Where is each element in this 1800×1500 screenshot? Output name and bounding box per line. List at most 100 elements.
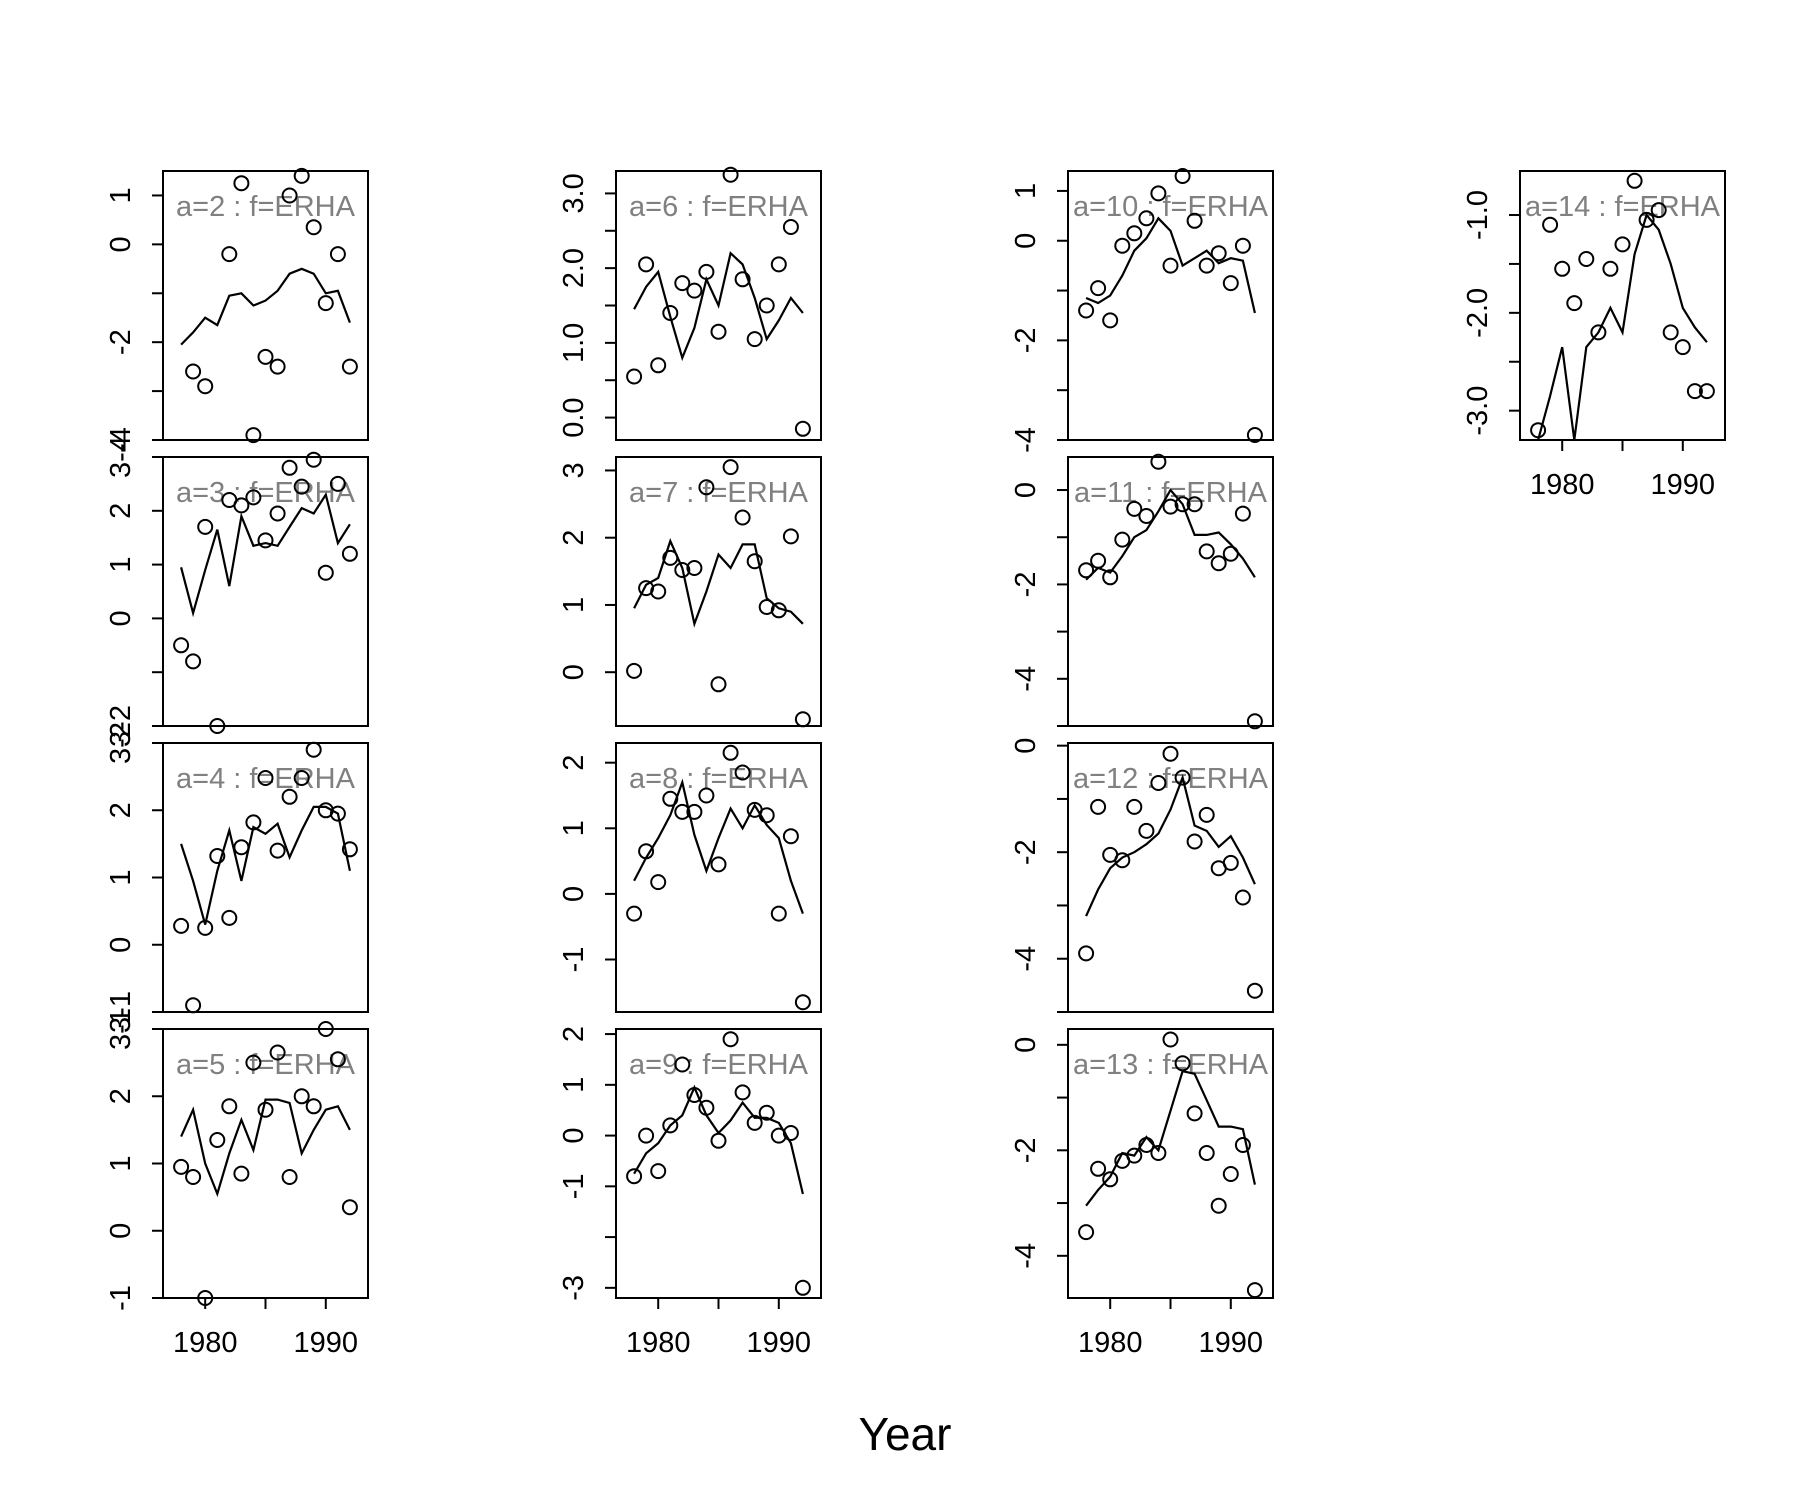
fitted-line (1085, 773, 1256, 917)
observed-point (185, 363, 202, 380)
observed-point (1138, 822, 1155, 839)
observed-point (770, 1127, 787, 1144)
y-tick-label: 0 (105, 236, 137, 252)
observed-point (662, 1117, 679, 1134)
observed-point (281, 1169, 298, 1185)
observed-point (1174, 168, 1191, 184)
observed-point (293, 1088, 310, 1105)
panel-6: a=7 : f=ERHA 0 1 2 3 (558, 456, 822, 728)
observed-point (1162, 1031, 1179, 1048)
y-tick-label: -2 (1010, 327, 1042, 353)
fitted-line (1537, 212, 1708, 440)
fitted-line (633, 778, 804, 914)
observed-point (173, 637, 190, 654)
observed-point (221, 1098, 238, 1115)
observed-point (710, 856, 727, 873)
panel-10: a=11 : f=ERHA -4 -2 0 (1010, 453, 1274, 730)
y-tick-label: 2 (558, 755, 590, 771)
observed-point (1198, 543, 1215, 560)
y-tick-label: 3.0 (558, 173, 590, 213)
observed-point (1174, 769, 1191, 786)
observed-point (1114, 237, 1131, 254)
y-tick-label: 2 (558, 1026, 590, 1042)
observed-point (233, 839, 250, 856)
observed-point (209, 1132, 226, 1148)
observed-point (1090, 1160, 1107, 1177)
observed-point (674, 562, 691, 578)
panel-label: a=9 : f=ERHA (629, 1049, 809, 1081)
y-tick-label: 1 (1010, 183, 1042, 199)
y-tick-label: -3 (558, 1275, 590, 1301)
observed-point (686, 803, 703, 820)
fitted-line (1085, 1069, 1256, 1207)
observed-point (1698, 383, 1715, 400)
observed-point (245, 489, 262, 506)
observed-point (245, 814, 262, 831)
y-tick-label: -4 (1010, 666, 1042, 692)
observed-point (257, 532, 274, 549)
observed-point (722, 1031, 739, 1048)
observed-point (1626, 172, 1643, 189)
observed-point (1554, 260, 1571, 277)
y-tick-label: -2 (1010, 1137, 1042, 1163)
observed-point (293, 770, 310, 786)
y-tick-label: 0 (105, 1223, 137, 1239)
y-tick-label: 2 (105, 802, 137, 818)
y-tick-label: -4 (105, 427, 137, 453)
observed-point (1138, 210, 1155, 227)
observed-point (221, 246, 238, 263)
y-tick-label: 0 (105, 610, 137, 626)
observed-point (1150, 185, 1167, 202)
y-tick-label: -4 (1010, 427, 1042, 453)
observed-point (233, 175, 250, 192)
observed-point (1234, 1137, 1251, 1153)
observed-point (1102, 312, 1119, 329)
y-tick-label: -1 (558, 1173, 590, 1199)
observed-point (197, 518, 214, 535)
observed-point (1198, 1145, 1215, 1161)
observed-point (305, 219, 322, 236)
observed-point (794, 420, 811, 437)
panel-8: a=9 : f=ERHA -3 -1 0 1 2 1980 1990 (558, 1026, 822, 1359)
observed-point (269, 358, 286, 375)
observed-point (257, 348, 274, 365)
x-tick-label: 1980 (173, 1327, 238, 1359)
observed-point (686, 282, 703, 299)
observed-point (329, 246, 346, 263)
y-tick-label: 3-2 (105, 722, 137, 764)
y-tick-label: -2.0 (1462, 288, 1494, 338)
panel-label: a=7 : f=ERHA (629, 477, 809, 509)
observed-point (770, 905, 787, 922)
observed-point (626, 1168, 643, 1185)
panel-label: a=13 : f=ERHA (1073, 1049, 1269, 1081)
observed-point (1078, 1224, 1095, 1241)
fitted-line (1085, 216, 1256, 314)
observed-point (662, 549, 679, 566)
fitted-line (633, 538, 804, 628)
observed-point (1186, 212, 1203, 229)
fitted-line (180, 805, 351, 925)
observed-point (710, 676, 727, 693)
observed-point (1090, 552, 1107, 569)
observed-point (293, 478, 310, 495)
observed-point (293, 167, 310, 184)
observed-point (1102, 569, 1119, 586)
observed-point (794, 711, 811, 728)
panel-label: a=6 : f=ERHA (629, 191, 809, 223)
observed-point (662, 790, 679, 807)
panel-label: a=14 : f=ERHA (1525, 191, 1721, 223)
observed-point (1150, 775, 1167, 791)
observed-point (686, 1087, 703, 1103)
y-tick-label: -4 (1010, 946, 1042, 972)
observed-point (1186, 1105, 1203, 1122)
observed-point (1174, 1055, 1191, 1072)
plot-frame (1067, 170, 1274, 441)
x-tick-label: 1990 (1651, 469, 1716, 501)
observed-point (710, 323, 727, 340)
observed-point (233, 1165, 250, 1182)
x-tick-label: 1980 (1078, 1327, 1143, 1359)
y-tick-label: 0 (1010, 233, 1042, 249)
observed-point (746, 553, 763, 570)
observed-point (1590, 324, 1607, 341)
observed-point (1162, 498, 1179, 515)
